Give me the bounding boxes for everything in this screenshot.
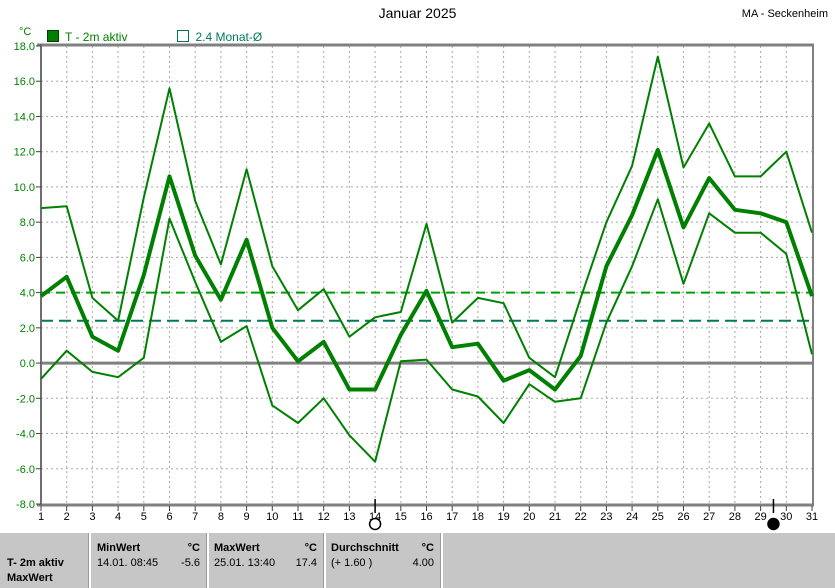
- durchschnitt-unit: °C: [421, 542, 434, 554]
- x-axis-day-label: 28: [729, 511, 741, 523]
- y-axis-tick-label: 18.0: [14, 41, 35, 53]
- y-axis-tick-label: 8.0: [20, 217, 35, 229]
- x-axis-day-label: 5: [141, 511, 147, 523]
- maxwert-value: 17.4: [295, 557, 317, 569]
- series-line-0: [40, 55, 813, 379]
- x-axis-day-label: 30: [780, 511, 792, 523]
- x-axis-day-label: 11: [292, 511, 303, 523]
- new-moon-icon: [767, 517, 780, 531]
- x-axis-day-label: 6: [166, 511, 172, 523]
- x-axis-day-label: 12: [318, 511, 330, 523]
- y-axis-tick-label: 6.0: [20, 252, 35, 264]
- station-label: MA - Seckenheim: [741, 8, 828, 20]
- x-axis-day-label: 27: [703, 511, 715, 523]
- x-axis-day-label: 24: [626, 511, 638, 523]
- table-separator: [88, 533, 91, 588]
- maxwert-datetime: 25.01. 13:40: [214, 557, 276, 569]
- table-separator: [206, 533, 209, 588]
- temperature-line-chart: 18.0 16.0 14.0 12.0 10.0 8.0 6.0 4.0 2.0 0.0 -2.0 -…: [14, 41, 818, 531]
- x-axis-day-label: 31: [806, 511, 818, 523]
- x-axis-day-label: 17: [446, 511, 458, 523]
- x-axis-day-label: 3: [89, 511, 95, 523]
- active-series-swatch-icon: [47, 30, 59, 42]
- y-axis-tick-label: 14.0: [14, 111, 35, 123]
- legend-active-series-label: T - 2m aktiv: [65, 30, 128, 44]
- full-moon-icon: [368, 517, 382, 531]
- y-axis-tick-label: -2.0: [16, 393, 35, 405]
- table-row-label-series: T- 2m aktiv: [7, 557, 64, 569]
- longterm-average-swatch-icon: [177, 30, 190, 42]
- x-axis-day-label: 26: [677, 511, 689, 523]
- x-axis-day-label: 4: [115, 511, 121, 523]
- x-axis-day-label: 22: [575, 511, 587, 523]
- y-axis-tick-label: 10.0: [14, 182, 35, 194]
- minwert-value: -5.6: [181, 557, 200, 569]
- statistics-table: T- 2m aktiv MaxWert MinWert °C 14.01. 08:…: [0, 533, 835, 588]
- y-axis-tick-label: 16.0: [14, 76, 35, 88]
- x-axis-day-label: 10: [266, 511, 278, 523]
- y-axis-tick-label: -8.0: [16, 499, 35, 511]
- table-row-label: T- 2m aktiv MaxWert: [7, 556, 64, 586]
- x-axis-day-label: 29: [754, 511, 766, 523]
- y-axis-unit-label: °C: [19, 26, 32, 38]
- chart-legend: T - 2m aktiv 2.4 Monat-Ø: [47, 30, 262, 44]
- x-axis-day-label: 19: [497, 511, 509, 523]
- durchschnitt-header: Durchschnitt: [331, 542, 399, 554]
- y-axis-tick-label: -4.0: [16, 429, 35, 441]
- legend-longterm-average-label: 2.4 Monat-Ø: [195, 30, 263, 44]
- table-separator: [323, 533, 326, 588]
- series-line-1: [39, 147, 814, 392]
- x-axis-day-label: 2: [64, 511, 70, 523]
- durchschnitt-column: Durchschnitt °C (+ 1.60 ) 4.00: [331, 533, 434, 588]
- x-axis-day-label: 1: [38, 511, 44, 523]
- durchschnitt-value: 4.00: [412, 557, 434, 569]
- durchschnitt-deviation: (+ 1.60 ): [331, 557, 373, 569]
- page-title: Januar 2025: [378, 5, 457, 21]
- x-axis-day-label: 18: [472, 511, 484, 523]
- x-axis-day-label: 25: [652, 511, 664, 523]
- x-axis-day-label: 15: [395, 511, 407, 523]
- x-axis-day-label: 7: [192, 511, 198, 523]
- x-axis-day-label: 20: [523, 511, 535, 523]
- x-axis-day-label: 21: [549, 511, 561, 523]
- maxwert-column: MaxWert °C 25.01. 13:40 17.4: [214, 533, 317, 588]
- x-axis-day-label: 16: [420, 511, 432, 523]
- maxwert-unit: °C: [304, 542, 317, 554]
- y-axis-tick-label: -6.0: [16, 464, 35, 476]
- x-axis-day-label: 13: [343, 511, 355, 523]
- x-axis-day-label: 9: [244, 511, 250, 523]
- table-row-label-mode: MaxWert: [7, 572, 53, 584]
- y-axis-tick-label: 12.0: [14, 147, 35, 159]
- y-axis-tick-label: 2.0: [20, 323, 35, 335]
- x-axis-day-label: 23: [600, 511, 612, 523]
- y-axis-tick-label: 0.0: [20, 358, 35, 370]
- series-line-2: [40, 198, 813, 463]
- maxwert-header: MaxWert: [214, 542, 260, 554]
- minwert-datetime: 14.01. 08:45: [97, 557, 159, 569]
- minwert-unit: °C: [187, 542, 200, 554]
- table-separator: [440, 533, 443, 588]
- x-axis-day-label: 8: [218, 511, 224, 523]
- minwert-header: MinWert: [97, 542, 141, 554]
- minwert-column: MinWert °C 14.01. 08:45 -5.6: [97, 533, 200, 588]
- y-axis-tick-label: 4.0: [20, 288, 35, 300]
